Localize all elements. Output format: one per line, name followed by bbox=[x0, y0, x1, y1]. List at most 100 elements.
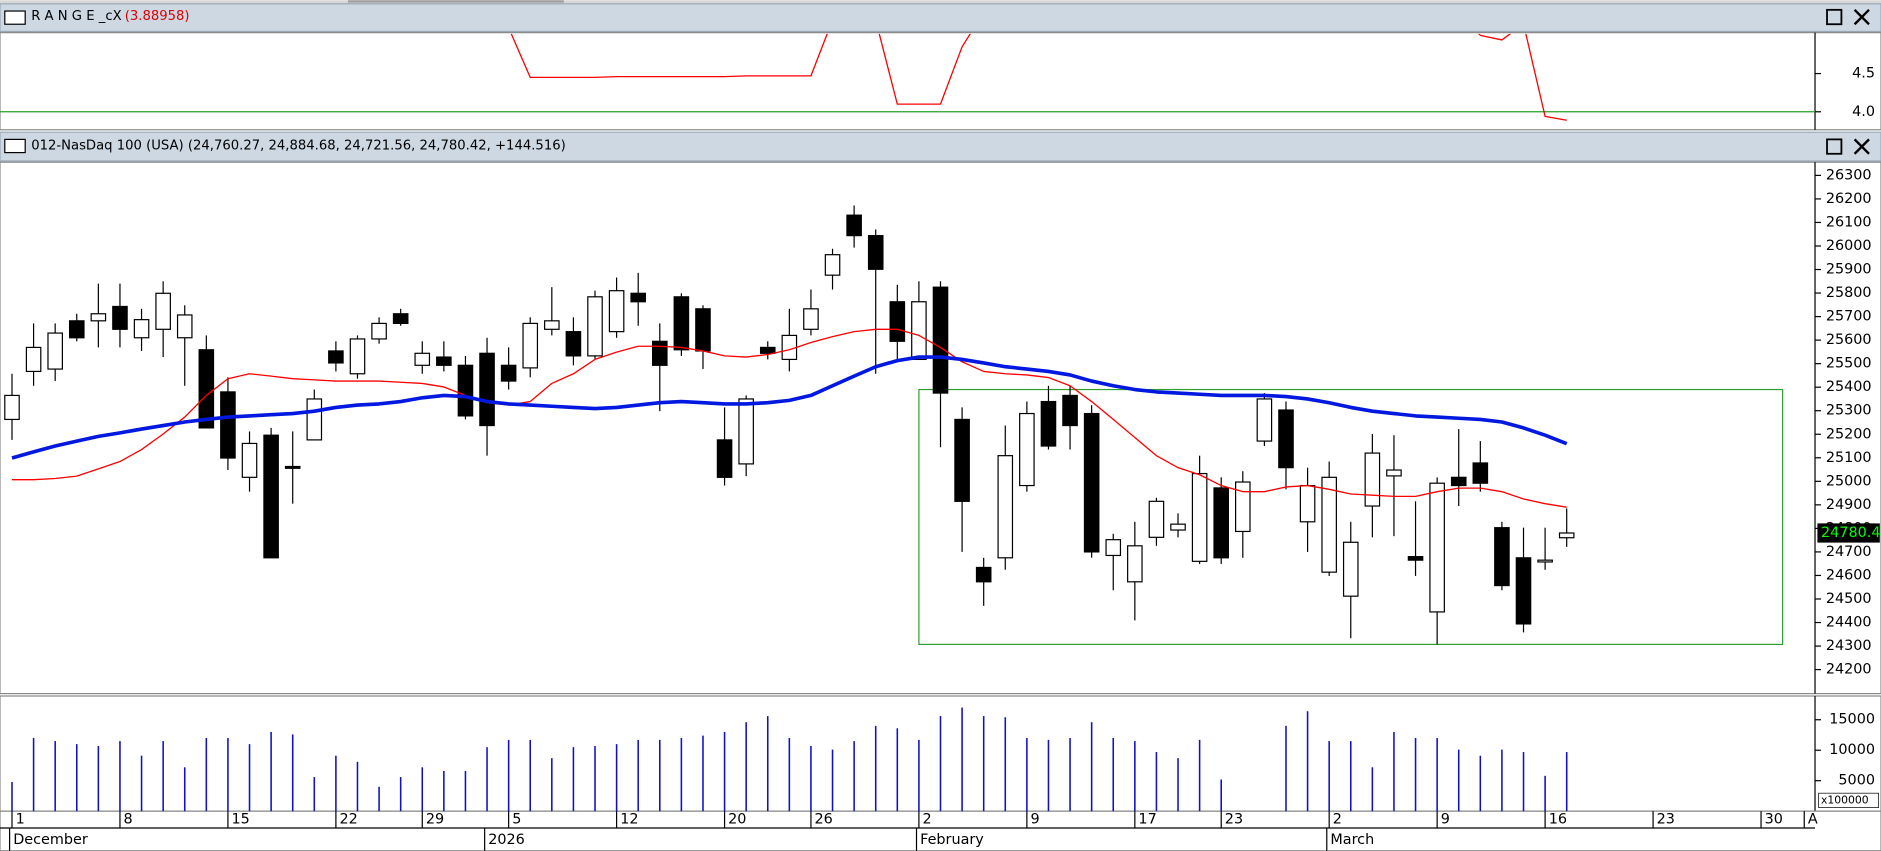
month-label: March bbox=[1330, 832, 1374, 848]
y-tick-label: 5000 bbox=[1838, 773, 1875, 789]
candle-body bbox=[263, 434, 279, 559]
candle-body bbox=[695, 308, 711, 352]
candle-body bbox=[1256, 398, 1273, 442]
x-tick-label: 12 bbox=[620, 812, 638, 828]
candle-body bbox=[306, 398, 323, 441]
candle-body bbox=[1342, 541, 1359, 597]
y-tick-label: 25300 bbox=[1826, 403, 1872, 419]
candle-body bbox=[673, 296, 690, 351]
x-tick-label: 2 bbox=[923, 812, 932, 828]
y-tick-label: 25600 bbox=[1826, 332, 1872, 348]
window-buttons[interactable] bbox=[1826, 8, 1870, 26]
candle-body bbox=[1170, 523, 1186, 531]
candle-body bbox=[803, 308, 819, 330]
candle-body bbox=[1083, 412, 1100, 553]
candle-body bbox=[371, 322, 387, 340]
candle-body bbox=[112, 305, 128, 330]
close-button[interactable] bbox=[1853, 8, 1870, 26]
last-price-tag bbox=[1817, 523, 1880, 543]
x-tick-label: 23 bbox=[1657, 812, 1675, 828]
candle-body bbox=[1191, 472, 1208, 562]
last-price-label: 24780.42 bbox=[1821, 525, 1881, 541]
candle-body bbox=[1148, 500, 1165, 538]
y-tick-label: 4.0 bbox=[1852, 104, 1875, 120]
candle-body bbox=[198, 349, 215, 429]
candle-body bbox=[911, 301, 927, 361]
candle-body bbox=[954, 418, 970, 502]
candle-body bbox=[1321, 476, 1337, 573]
x-tick-label: 26 bbox=[815, 812, 833, 828]
candle-body bbox=[975, 566, 992, 583]
panel-icon bbox=[4, 10, 26, 25]
y-tick-label: 25100 bbox=[1826, 450, 1872, 466]
range-box bbox=[918, 388, 1784, 646]
candle-body bbox=[392, 313, 409, 325]
candle-body bbox=[220, 391, 236, 459]
x-tick-label: 29 bbox=[426, 812, 444, 828]
x-tick-label: 17 bbox=[1138, 812, 1156, 828]
y-tick-label: 25200 bbox=[1826, 426, 1872, 442]
x-tick-label: 30 bbox=[1765, 812, 1783, 828]
candle-body bbox=[630, 292, 646, 303]
candle-body bbox=[1364, 452, 1381, 507]
candle-body bbox=[587, 296, 603, 357]
y-tick-label: 25800 bbox=[1826, 285, 1872, 301]
candle-body bbox=[1537, 559, 1553, 563]
candle-body bbox=[1127, 545, 1143, 583]
unit-label: x100000 bbox=[1821, 793, 1869, 806]
close-button[interactable] bbox=[1853, 138, 1870, 155]
y-tick-label: 24700 bbox=[1826, 544, 1872, 560]
candle-body bbox=[824, 254, 841, 276]
y-tick-label: 25400 bbox=[1826, 379, 1872, 395]
x-tick-label: 22 bbox=[339, 812, 357, 828]
candle-body bbox=[284, 465, 301, 469]
y-tick-label: 24600 bbox=[1826, 567, 1872, 583]
candle-body bbox=[479, 352, 495, 427]
candle-body bbox=[1299, 484, 1316, 523]
candle-body bbox=[133, 319, 150, 339]
candle-body bbox=[500, 364, 517, 382]
y-tick-label: 24500 bbox=[1826, 591, 1872, 607]
candle-body bbox=[651, 340, 668, 366]
window-buttons[interactable] bbox=[1826, 138, 1870, 155]
candle-body bbox=[1407, 556, 1424, 561]
panel-icon bbox=[4, 138, 26, 154]
candle-body bbox=[1062, 394, 1078, 427]
candle-body bbox=[436, 356, 452, 366]
candle-body bbox=[932, 286, 949, 394]
maximize-button[interactable] bbox=[1826, 8, 1843, 26]
y-tick-label: 26100 bbox=[1826, 214, 1872, 230]
candle-body bbox=[328, 350, 344, 364]
candle-body bbox=[1494, 527, 1510, 587]
candle-body bbox=[155, 292, 171, 330]
candle-body bbox=[867, 235, 884, 270]
y-tick-label: 4.5 bbox=[1852, 66, 1875, 82]
candle-body bbox=[522, 322, 539, 369]
indicator-line bbox=[510, 33, 1567, 121]
tab bbox=[347, 0, 564, 3]
candle-body bbox=[738, 398, 754, 465]
y-tick-label: 26200 bbox=[1826, 191, 1872, 207]
candle-body bbox=[349, 338, 366, 375]
candle-body bbox=[544, 320, 560, 330]
candle-body bbox=[1278, 409, 1294, 469]
candle-body bbox=[1040, 400, 1057, 447]
candles bbox=[4, 205, 1575, 645]
y-tick-label: 25900 bbox=[1826, 262, 1872, 278]
candle-body bbox=[565, 331, 582, 357]
y-tick-label: 25700 bbox=[1826, 309, 1872, 325]
candle-body bbox=[47, 332, 63, 370]
moving-average bbox=[11, 328, 1567, 508]
month-label: February bbox=[920, 832, 984, 848]
candle-body bbox=[68, 320, 85, 339]
panel-header bbox=[0, 3, 1881, 33]
maximize-button[interactable] bbox=[1826, 138, 1843, 155]
candle-body bbox=[25, 346, 42, 373]
candle-body bbox=[1235, 481, 1251, 533]
x-tick-label: 2 bbox=[1333, 812, 1342, 828]
candle-body bbox=[1558, 532, 1575, 539]
y-tick-label: 25500 bbox=[1826, 356, 1872, 372]
candle-body bbox=[241, 442, 258, 478]
candle-body bbox=[1213, 487, 1230, 559]
